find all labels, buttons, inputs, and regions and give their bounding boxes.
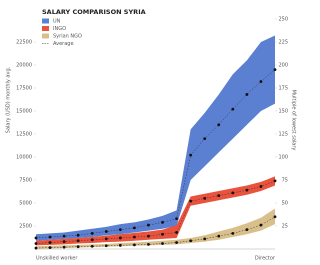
average-dot	[189, 239, 193, 243]
average-dot	[62, 234, 66, 238]
chart-title: SALARY COMPARISON SYRIA	[42, 8, 146, 16]
average-dot	[231, 191, 235, 195]
average-dot	[175, 241, 178, 244]
y2-tick-label: 225	[278, 40, 288, 46]
legend-swatch	[42, 33, 49, 39]
average-dot	[259, 80, 263, 83]
average-dot	[259, 185, 263, 188]
average-dot	[133, 226, 136, 230]
average-dot	[245, 228, 249, 232]
average-dot	[161, 242, 164, 245]
y-tick-label: 10000	[16, 155, 32, 161]
y2-tick-label: 150	[278, 109, 288, 115]
average-dot	[217, 123, 221, 127]
average-dot	[48, 246, 52, 250]
y-tick-label: 2500	[19, 224, 32, 230]
average-dot	[104, 244, 108, 248]
legend-label: UN	[53, 19, 61, 25]
average-line	[35, 216, 276, 249]
range-band	[36, 176, 275, 246]
average-dot	[118, 228, 122, 232]
average-dot	[118, 236, 122, 240]
y2-axis-label: Multiple of lowest salary	[291, 90, 297, 151]
average-dot	[62, 245, 66, 249]
average-dot	[48, 241, 52, 244]
average-dot	[217, 234, 221, 238]
average-dot	[147, 234, 150, 238]
x-tick-label: Director	[255, 256, 276, 262]
average-dot	[161, 220, 164, 224]
average-dot	[203, 137, 207, 141]
y2-tick-label: 125	[278, 132, 288, 138]
average-dot	[259, 223, 263, 227]
average-dot	[203, 197, 207, 200]
average-dot	[147, 243, 150, 246]
legend-swatch	[42, 18, 49, 24]
average-dot	[76, 239, 80, 243]
average-line	[35, 69, 276, 239]
y-tick-label: 15000	[16, 109, 32, 115]
average-dot	[203, 237, 207, 241]
average-dot	[90, 238, 94, 242]
average-dot	[62, 240, 66, 244]
y-axis-label: Salary (USD) monthly avg.	[6, 66, 12, 133]
average-line	[35, 180, 276, 244]
average-dot	[90, 244, 94, 248]
average-dot	[34, 246, 38, 250]
y-tick-label: 7500	[19, 178, 32, 184]
average-dot	[48, 235, 52, 239]
average-dot	[273, 215, 277, 219]
y-tick-label: 17500	[16, 86, 32, 92]
average-dot	[76, 233, 80, 237]
y2-tick-label: 25	[282, 224, 288, 230]
legend-label: Syrian NGO	[53, 34, 82, 40]
average-dot	[90, 231, 94, 235]
legend-label: INGO	[53, 26, 66, 32]
average-dot	[231, 107, 235, 111]
average-dot	[104, 230, 108, 233]
average-dot	[217, 194, 221, 198]
average-dot	[245, 93, 249, 96]
average-dot	[161, 232, 164, 236]
average-dot	[104, 237, 108, 241]
average-dot	[231, 231, 235, 235]
y2-tick-label: 50	[282, 201, 288, 207]
x-tick-label: Unskilled worker	[36, 256, 78, 262]
range-band	[36, 208, 275, 249]
y2-tick-label: 250	[278, 17, 288, 23]
average-dot	[76, 245, 80, 249]
y2-tick-label: 100	[278, 155, 288, 161]
y-tick-label: 12500	[16, 132, 32, 138]
legend-swatch	[42, 26, 49, 31]
range-band	[36, 35, 275, 241]
y2-tick-label: 175	[278, 86, 288, 92]
average-dot	[147, 223, 150, 227]
average-dot	[34, 242, 38, 245]
average-dot	[189, 153, 193, 157]
chart: SALARY COMPARISON SYRIA Salary (USD) mon…	[6, 8, 297, 262]
y2-tick-label: 75	[282, 178, 288, 184]
average-dot	[245, 188, 249, 192]
average-dot	[189, 199, 193, 203]
average-dot	[273, 179, 277, 183]
legend-label: Average	[53, 41, 74, 47]
y-tick-label: 22500	[16, 40, 32, 46]
average-dot	[34, 236, 38, 240]
average-dot	[175, 231, 178, 234]
average-dot	[133, 243, 136, 247]
y2-tick-label: 200	[278, 63, 288, 69]
y-tick-label: 20000	[16, 63, 32, 69]
average-dot	[118, 243, 122, 247]
average-dot	[175, 217, 178, 221]
average-dot	[273, 68, 277, 71]
average-dot	[133, 235, 136, 239]
y-tick-label: 5000	[19, 201, 32, 207]
